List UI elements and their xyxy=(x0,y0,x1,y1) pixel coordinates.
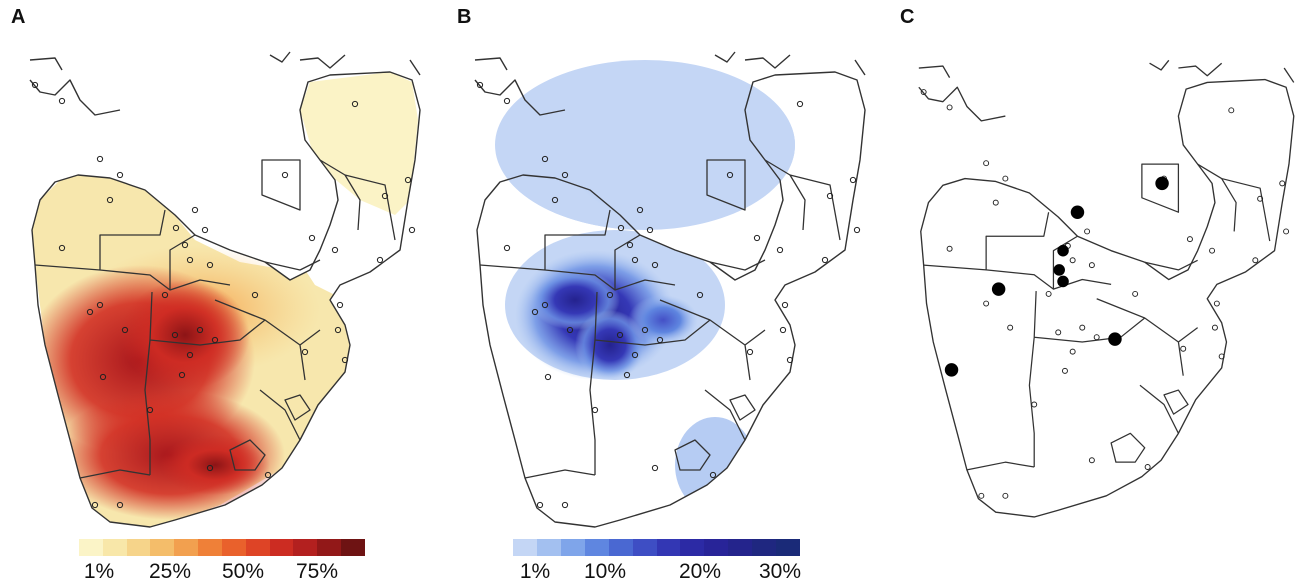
cbar-b-segment xyxy=(728,539,753,556)
sample-sites-c xyxy=(920,89,1290,499)
colorbar-b-tick: 30% xyxy=(758,560,802,583)
cbar-b-segment xyxy=(776,539,801,556)
cbar-a-segment xyxy=(293,539,318,556)
cbar-b-segment xyxy=(560,539,585,556)
cbar-a-segment xyxy=(198,539,222,556)
colorbar-b-tick: 1% xyxy=(519,560,551,583)
colorbar-a-tick: 1% xyxy=(83,560,115,583)
cbar-a-segment xyxy=(245,539,270,556)
panel-c-label: C xyxy=(900,6,915,28)
cbar-b-segment xyxy=(752,539,777,556)
panel-b-label: B xyxy=(457,6,472,28)
colorbar-a-tick: 50% xyxy=(221,560,265,583)
cbar-b-segment xyxy=(513,539,537,556)
map-panel-c xyxy=(918,59,1295,518)
cbar-b-segment xyxy=(632,539,657,556)
cbar-a-segment xyxy=(150,539,175,556)
highlighted-sites-c xyxy=(944,176,1169,377)
cbar-a-segment xyxy=(102,539,127,556)
colorbar-a-tick: 75% xyxy=(295,560,339,583)
colorbar-a xyxy=(79,539,365,556)
cbar-a-segment xyxy=(269,539,294,556)
cbar-a-segment xyxy=(126,539,151,556)
cbar-b-segment xyxy=(608,539,633,556)
cbar-b-segment xyxy=(704,539,729,556)
colorbar-b-tick: 10% xyxy=(583,560,627,583)
cbar-a-segment xyxy=(317,539,342,556)
map-panel-b xyxy=(474,51,866,528)
colorbar-a-tick: 25% xyxy=(148,560,192,583)
cbar-a-segment xyxy=(79,539,103,556)
cbar-b-segment xyxy=(536,539,561,556)
cbar-b-segment xyxy=(584,539,609,556)
sample-sites-b xyxy=(476,81,861,509)
cbar-a-segment xyxy=(174,539,199,556)
cbar-b-segment xyxy=(680,539,705,556)
panel-a-label: A xyxy=(11,6,26,28)
cbar-a-segment xyxy=(221,539,246,556)
sample-sites-a xyxy=(31,81,416,509)
colorbar-b-tick: 20% xyxy=(678,560,722,583)
map-panel-a xyxy=(29,51,421,528)
cbar-a-segment xyxy=(341,539,365,556)
colorbar-b xyxy=(513,539,801,556)
cbar-b-segment xyxy=(656,539,681,556)
